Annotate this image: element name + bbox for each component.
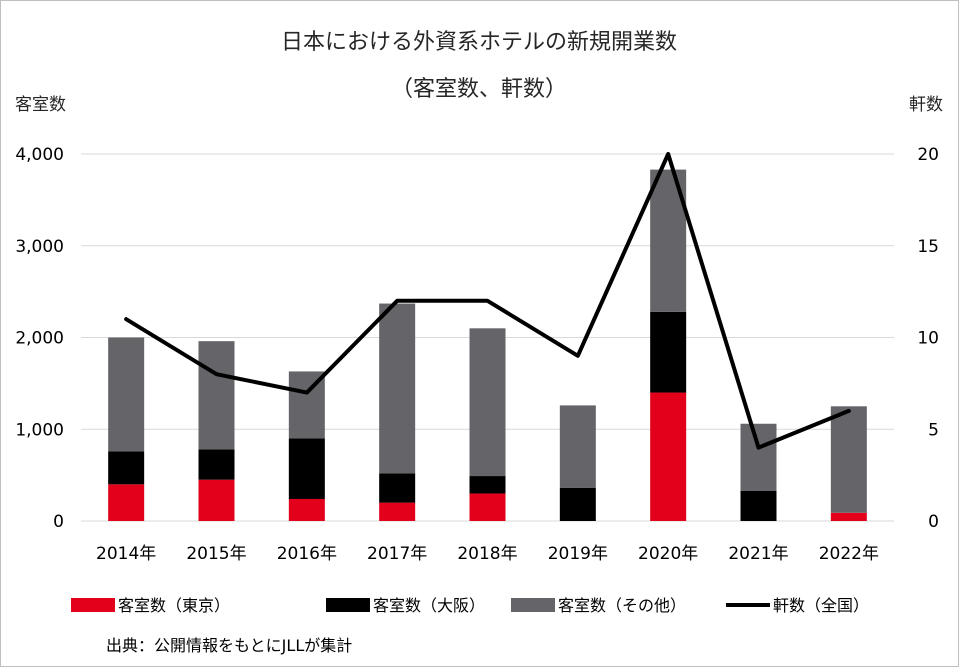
x-ticks: 2014年 2015年 2016年 2017年 2018年 2019年 2020年 2021年… bbox=[96, 544, 879, 564]
bar-segment bbox=[198, 449, 235, 480]
bar-segment bbox=[830, 406, 867, 513]
bar-segment bbox=[108, 484, 145, 521]
y-tick-label-left: 2,000 bbox=[15, 329, 64, 349]
legend-label: 軒数（全国） bbox=[773, 596, 869, 615]
line-point bbox=[124, 317, 128, 321]
line-point bbox=[757, 446, 760, 450]
bar-segment bbox=[650, 311, 687, 393]
bar-segment bbox=[559, 487, 596, 521]
y-tick-label-left: 1,000 bbox=[15, 420, 64, 440]
y-ticks-left: 0 1,000 2,000 3,000 4,000 bbox=[15, 145, 64, 532]
y-ticks-right: 0 5 10 15 20 bbox=[917, 145, 939, 532]
x-tick-label: 2018年 bbox=[457, 544, 517, 564]
legend-label: 客室数（東京） bbox=[118, 596, 230, 615]
legend: 客室数（東京） 客室数（大阪） 客室数（その他） 軒数（全国） bbox=[71, 596, 869, 615]
bar-segment bbox=[288, 438, 325, 499]
line-series bbox=[124, 152, 851, 450]
bar-segment bbox=[379, 303, 416, 474]
bar-segment bbox=[469, 328, 506, 477]
y-tick-label-right: 15 bbox=[917, 237, 939, 257]
x-tick-label: 2019年 bbox=[548, 544, 608, 564]
bar-segment bbox=[379, 502, 416, 521]
y-tick-label-left: 0 bbox=[53, 512, 64, 532]
legend-swatch bbox=[511, 598, 555, 612]
y-tick-label-left: 4,000 bbox=[15, 145, 64, 165]
bar-segment bbox=[108, 337, 145, 452]
bar-segment bbox=[469, 476, 506, 494]
legend-swatch bbox=[71, 598, 115, 612]
line-point bbox=[576, 354, 580, 358]
line-point bbox=[486, 299, 489, 303]
y-tick-label-right: 5 bbox=[928, 420, 939, 440]
x-tick-label: 2015年 bbox=[186, 544, 246, 564]
bar-segment bbox=[288, 498, 325, 521]
line-point bbox=[395, 299, 399, 303]
legend-swatch bbox=[326, 598, 370, 612]
line-point bbox=[305, 391, 309, 395]
bar-segment bbox=[740, 490, 777, 521]
bar-segment bbox=[740, 423, 777, 491]
bar-segment bbox=[198, 479, 235, 521]
y-axis-title-left: 客室数 bbox=[15, 95, 66, 115]
legend-label: 客室数（その他） bbox=[558, 596, 686, 615]
line-point bbox=[666, 152, 670, 156]
x-tick-label: 2017年 bbox=[367, 544, 427, 564]
chart-title: 日本における外資系ホテルの新規開業数 bbox=[281, 30, 677, 55]
x-tick-label: 2022年 bbox=[819, 544, 879, 564]
y-tick-label-left: 3,000 bbox=[15, 237, 64, 257]
bar-segment bbox=[650, 392, 687, 521]
bar-segment bbox=[830, 512, 867, 521]
y-tick-label-right: 10 bbox=[917, 329, 939, 349]
x-tick-label: 2020年 bbox=[638, 544, 698, 564]
y-tick-label-right: 20 bbox=[917, 145, 939, 165]
legend-label: 客室数（大阪） bbox=[373, 596, 485, 615]
source-note: 出典：公開情報をもとにJLLが集計 bbox=[106, 636, 352, 655]
chart-subtitle: （客室数、軒数） bbox=[391, 77, 567, 102]
x-tick-label: 2021年 bbox=[728, 544, 788, 564]
bar-segment bbox=[379, 473, 416, 503]
bar-segment bbox=[108, 451, 145, 485]
line-point bbox=[215, 372, 218, 376]
y-tick-label-right: 0 bbox=[928, 512, 939, 532]
bar-segment bbox=[559, 405, 596, 488]
bar-segment bbox=[469, 493, 506, 521]
y-axis-title-right: 軒数 bbox=[909, 95, 943, 115]
bar-segment bbox=[198, 341, 235, 450]
x-tick-label: 2016年 bbox=[277, 544, 337, 564]
line-point bbox=[847, 409, 851, 413]
bars bbox=[108, 169, 867, 521]
x-tick-label: 2014年 bbox=[96, 544, 156, 564]
